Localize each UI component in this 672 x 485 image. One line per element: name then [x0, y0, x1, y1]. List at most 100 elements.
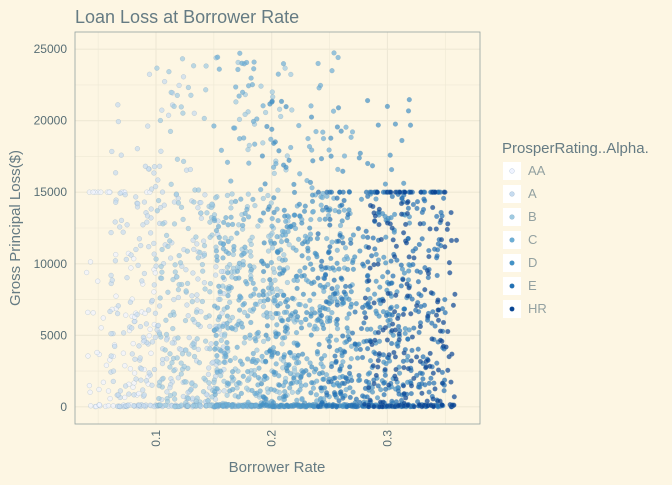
- point-E-151: [395, 343, 401, 349]
- point-A-89: [151, 170, 157, 176]
- point-D-447: [367, 358, 374, 364]
- point-B-314: [242, 111, 248, 118]
- point-HR-12: [395, 315, 401, 322]
- point-E-163: [329, 285, 335, 292]
- point-A-45: [118, 152, 124, 158]
- point-E-95: [383, 312, 390, 319]
- point-E-86: [390, 273, 396, 279]
- point-D-145: [369, 163, 376, 169]
- point-C-335: [331, 50, 337, 56]
- point-E-274: [375, 383, 381, 389]
- point-D-413: [350, 266, 357, 272]
- point-A-80: [141, 199, 148, 205]
- point-B-86: [180, 216, 186, 223]
- point-E-271: [414, 268, 420, 274]
- point-HR-93: [448, 379, 454, 385]
- point-D-123: [275, 303, 281, 309]
- point-C-482: [238, 320, 245, 326]
- point-D-68: [294, 285, 300, 292]
- point-D-198: [276, 148, 282, 154]
- point-E-316: [398, 283, 404, 289]
- point-AA-41: [86, 382, 93, 389]
- point-AA-48: [87, 389, 93, 395]
- point-HR-39: [366, 278, 372, 284]
- point-D-407: [367, 295, 373, 302]
- point-C-490: [294, 397, 300, 403]
- point-C-233: [220, 274, 226, 281]
- point-HR-26: [425, 313, 431, 319]
- point-C-95: [309, 147, 315, 153]
- point-A-171: [207, 323, 213, 330]
- point-C-341: [247, 263, 253, 269]
- point-C-466: [223, 248, 229, 255]
- point-E-181: [342, 349, 348, 355]
- point-C-330: [326, 147, 332, 153]
- point-AA-83: [107, 395, 113, 402]
- point-B-405: [172, 262, 178, 268]
- point-A-230: [145, 123, 151, 129]
- point-D-440: [312, 310, 318, 316]
- point-A-290: [200, 238, 207, 244]
- point-C-347: [225, 238, 231, 245]
- point-E-38: [401, 306, 408, 312]
- point-D-404: [322, 284, 328, 290]
- point-E-143: [388, 340, 395, 347]
- point-C-361: [246, 160, 252, 166]
- point-B-336: [156, 395, 162, 402]
- point-B-271: [157, 295, 163, 301]
- point-C-208: [269, 285, 275, 292]
- point-C-389: [248, 402, 255, 409]
- point-B-79: [185, 84, 192, 91]
- point-D-291: [365, 371, 371, 377]
- point-E-211: [363, 189, 370, 195]
- point-E-49: [341, 289, 347, 295]
- point-E-157: [388, 258, 394, 264]
- point-HR-27: [427, 350, 433, 357]
- point-C-283: [291, 277, 297, 283]
- point-E-110: [361, 310, 368, 316]
- point-D-214: [294, 314, 301, 320]
- point-E-216: [426, 380, 432, 386]
- point-B-279: [207, 280, 214, 287]
- point-C-402: [269, 223, 275, 229]
- point-B-85: [163, 232, 170, 239]
- point-A-125: [133, 194, 139, 200]
- point-D-210: [262, 373, 268, 379]
- point-HR-135: [365, 244, 372, 251]
- point-E-243: [319, 399, 325, 406]
- y-axis-label: Gross Principal Loss($): [7, 150, 24, 306]
- point-B-397: [172, 404, 178, 410]
- point-E-328: [416, 291, 422, 297]
- point-E-27: [318, 385, 324, 391]
- point-D-196: [382, 181, 389, 187]
- point-A-8: [120, 330, 127, 336]
- point-AA-23: [85, 309, 91, 316]
- point-HR-137: [439, 402, 445, 408]
- point-C-453: [214, 353, 220, 359]
- point-C-114: [248, 75, 254, 81]
- point-B-160: [228, 235, 234, 241]
- point-D-276: [307, 179, 314, 186]
- point-C-162: [232, 198, 239, 205]
- point-D-38: [279, 317, 285, 324]
- point-A-67: [123, 256, 129, 263]
- point-E-109: [339, 380, 346, 386]
- point-C-134: [245, 368, 251, 375]
- point-C-109: [305, 135, 311, 142]
- point-D-295: [349, 259, 356, 266]
- point-C-478: [251, 306, 257, 312]
- point-D-37: [339, 218, 345, 224]
- point-C-1: [302, 303, 309, 309]
- point-D-200: [353, 301, 359, 307]
- point-AA-70: [130, 384, 136, 390]
- point-E-357: [332, 353, 338, 359]
- point-C-398: [230, 386, 236, 393]
- point-HR-122: [405, 366, 412, 372]
- series-HR: [361, 189, 460, 410]
- point-AA-76: [90, 189, 96, 195]
- point-D-12: [354, 355, 361, 361]
- point-B-337: [185, 225, 191, 232]
- point-HR-73: [385, 290, 391, 297]
- point-E-272: [353, 396, 360, 402]
